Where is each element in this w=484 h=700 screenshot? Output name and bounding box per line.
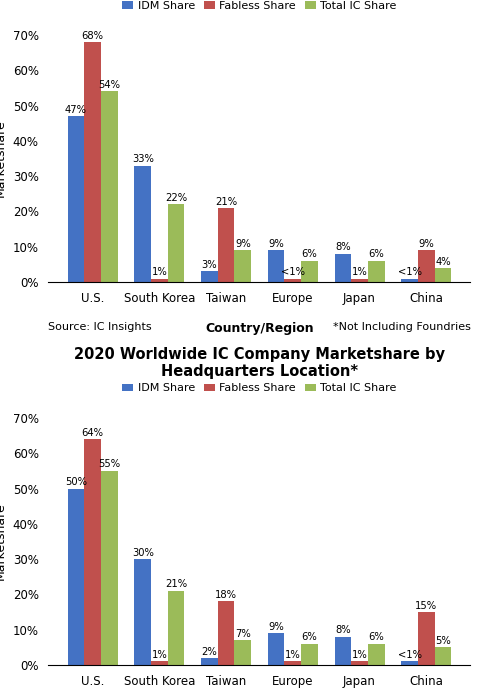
Bar <box>367 644 384 665</box>
Bar <box>301 644 317 665</box>
Text: 55%: 55% <box>98 459 120 470</box>
Y-axis label: Marketshare: Marketshare <box>0 503 7 580</box>
Text: 6%: 6% <box>367 632 383 643</box>
Bar <box>68 489 84 665</box>
Text: 7%: 7% <box>234 629 250 639</box>
Bar <box>400 279 417 282</box>
Text: 54%: 54% <box>98 80 120 90</box>
Title: 2020 Worldwide IC Company Marketshare by
Headquarters Location*: 2020 Worldwide IC Company Marketshare by… <box>74 347 444 379</box>
Text: 64%: 64% <box>81 428 104 438</box>
Text: 9%: 9% <box>268 622 284 632</box>
Bar <box>417 612 434 665</box>
Y-axis label: Marketshare: Marketshare <box>0 120 7 197</box>
Text: 9%: 9% <box>418 239 433 249</box>
Text: 6%: 6% <box>367 249 383 260</box>
Text: 68%: 68% <box>81 31 104 41</box>
Text: 9%: 9% <box>234 239 250 249</box>
Text: 5%: 5% <box>434 636 450 646</box>
Text: 9%: 9% <box>268 239 284 249</box>
Text: 1%: 1% <box>351 267 367 277</box>
Text: 1%: 1% <box>151 267 167 277</box>
Text: 33%: 33% <box>132 154 153 164</box>
Text: 2%: 2% <box>201 647 217 657</box>
Text: 21%: 21% <box>214 197 237 206</box>
Bar <box>151 662 167 665</box>
Text: 1%: 1% <box>151 650 167 660</box>
Text: <1%: <1% <box>397 267 421 277</box>
Bar <box>167 591 184 665</box>
Text: 15%: 15% <box>414 601 437 610</box>
Text: 3%: 3% <box>201 260 217 270</box>
Bar <box>417 251 434 282</box>
Bar <box>217 601 234 665</box>
Bar <box>334 637 350 665</box>
Text: 18%: 18% <box>215 590 237 600</box>
Bar <box>367 261 384 282</box>
Bar <box>167 204 184 282</box>
Bar <box>101 92 118 282</box>
Text: 1%: 1% <box>285 650 300 660</box>
Bar <box>151 279 167 282</box>
Text: 6%: 6% <box>301 632 317 643</box>
Text: 8%: 8% <box>334 625 350 636</box>
Bar <box>434 648 450 665</box>
Bar <box>68 116 84 282</box>
Bar <box>267 634 284 665</box>
Text: 30%: 30% <box>132 547 153 558</box>
Text: 8%: 8% <box>334 242 350 253</box>
Text: 4%: 4% <box>434 256 450 267</box>
Bar <box>134 166 151 282</box>
Bar <box>217 208 234 282</box>
Text: 21%: 21% <box>165 580 187 589</box>
Bar <box>350 279 367 282</box>
Bar <box>201 272 217 282</box>
Bar <box>267 251 284 282</box>
Text: 1%: 1% <box>351 650 367 660</box>
Bar <box>334 254 350 282</box>
Text: 22%: 22% <box>165 193 187 203</box>
Text: 50%: 50% <box>65 477 87 487</box>
Text: 6%: 6% <box>301 249 317 260</box>
Bar <box>234 251 251 282</box>
Text: *Not Including Foundries: *Not Including Foundries <box>332 321 469 332</box>
Text: <1%: <1% <box>397 650 421 660</box>
Bar <box>101 471 118 665</box>
Bar <box>400 662 417 665</box>
Bar <box>84 42 101 282</box>
Legend: IDM Share, Fabless Share, Total IC Share: IDM Share, Fabless Share, Total IC Share <box>118 379 400 398</box>
Text: 47%: 47% <box>65 105 87 115</box>
Bar <box>350 662 367 665</box>
Bar <box>84 439 101 665</box>
Bar <box>284 279 301 282</box>
Text: Country/Region: Country/Region <box>205 321 313 335</box>
Bar <box>134 559 151 665</box>
Bar <box>301 261 317 282</box>
Bar <box>234 640 251 665</box>
Text: <1%: <1% <box>280 267 304 277</box>
Text: Source: IC Insights: Source: IC Insights <box>48 321 152 332</box>
Legend: IDM Share, Fabless Share, Total IC Share: IDM Share, Fabless Share, Total IC Share <box>118 0 400 15</box>
Bar <box>434 268 450 282</box>
Bar <box>201 658 217 665</box>
Bar <box>284 662 301 665</box>
